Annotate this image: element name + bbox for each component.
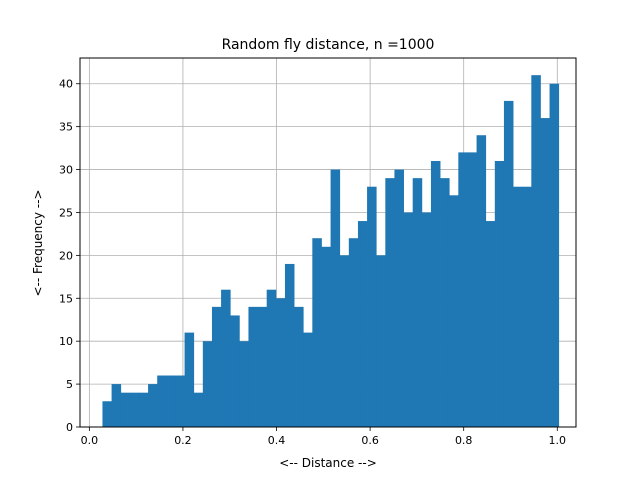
y-tick-label: 25 xyxy=(59,206,73,219)
histogram-bar xyxy=(239,341,249,427)
histogram-bar xyxy=(248,306,258,427)
y-tick-label: 10 xyxy=(59,335,73,348)
histogram-bar xyxy=(111,384,122,427)
histogram-bar xyxy=(294,306,304,427)
histogram-bar xyxy=(321,246,331,427)
histogram-bar xyxy=(531,75,541,428)
histogram-bar xyxy=(312,238,322,427)
histogram-bar xyxy=(549,83,560,427)
histogram-bar xyxy=(129,392,140,427)
histogram-bar xyxy=(412,178,423,427)
histogram-bar xyxy=(157,375,167,427)
histogram-bar xyxy=(458,152,468,427)
histogram-bar xyxy=(193,392,204,427)
histogram-bar xyxy=(476,135,487,428)
histogram-bar xyxy=(467,152,477,427)
chart-title: Random fly distance, n =1000 xyxy=(222,37,435,53)
x-axis-label: <-- Distance --> xyxy=(279,456,377,470)
ticks-layer: 0.0 0.2 0.4 0.6 0.8 1.0 0 5 10 15 20 25 30 35 40 xyxy=(59,78,566,447)
histogram-bar xyxy=(303,332,313,427)
histogram-bar xyxy=(421,212,432,427)
histogram-bar xyxy=(230,315,240,427)
histogram-bar xyxy=(120,392,131,427)
y-tick-label: 40 xyxy=(59,78,73,91)
histogram-bar xyxy=(485,221,496,427)
y-tick-label: 15 xyxy=(59,292,73,305)
histogram-bar xyxy=(494,160,505,427)
histogram-bar xyxy=(348,238,359,427)
x-tick-label: 0.8 xyxy=(455,434,473,447)
histogram-bar xyxy=(403,212,414,427)
histogram-bar xyxy=(175,375,185,427)
y-tick-label: 0 xyxy=(66,421,73,434)
bars-layer xyxy=(102,75,560,428)
x-tick-label: 0.2 xyxy=(174,434,192,447)
histogram-bar xyxy=(266,289,277,427)
histogram-bar xyxy=(148,384,158,427)
histogram-bar xyxy=(394,169,404,427)
histogram-bar xyxy=(284,263,295,427)
histogram-bar xyxy=(540,118,550,428)
y-tick-label: 30 xyxy=(59,164,73,177)
x-tick-label: 1.0 xyxy=(549,434,567,447)
histogram-bar xyxy=(102,401,112,427)
histogram-bar xyxy=(449,195,459,427)
y-tick-label: 35 xyxy=(59,121,73,134)
histogram-bar xyxy=(376,255,386,427)
histogram-bar xyxy=(330,169,341,427)
histogram-bar xyxy=(339,255,350,427)
histogram-bar xyxy=(138,392,149,427)
x-tick-label: 0.4 xyxy=(268,434,286,447)
x-tick-label: 0.0 xyxy=(81,434,99,447)
histogram-bar xyxy=(221,289,231,427)
plot-frame xyxy=(79,57,577,428)
histogram-bar xyxy=(357,221,368,427)
histogram-bar xyxy=(275,298,286,427)
x-tick-label: 0.6 xyxy=(361,434,379,447)
y-tick-label: 5 xyxy=(66,378,73,391)
histogram-bar xyxy=(430,160,441,427)
histogram-bar xyxy=(202,341,213,427)
histogram-bar xyxy=(385,178,395,427)
histogram-bar xyxy=(503,100,514,427)
y-axis-label: <-- Frequency --> xyxy=(31,189,45,296)
histogram-bar xyxy=(367,186,377,427)
histogram-bar xyxy=(522,186,532,427)
histogram-bar xyxy=(513,186,523,427)
histogram-bar xyxy=(257,306,268,427)
y-tick-label: 20 xyxy=(59,249,73,262)
histogram-bar xyxy=(211,306,222,427)
histogram-bar xyxy=(166,375,176,427)
histogram-bar xyxy=(440,178,450,427)
histogram-bar xyxy=(184,332,195,427)
